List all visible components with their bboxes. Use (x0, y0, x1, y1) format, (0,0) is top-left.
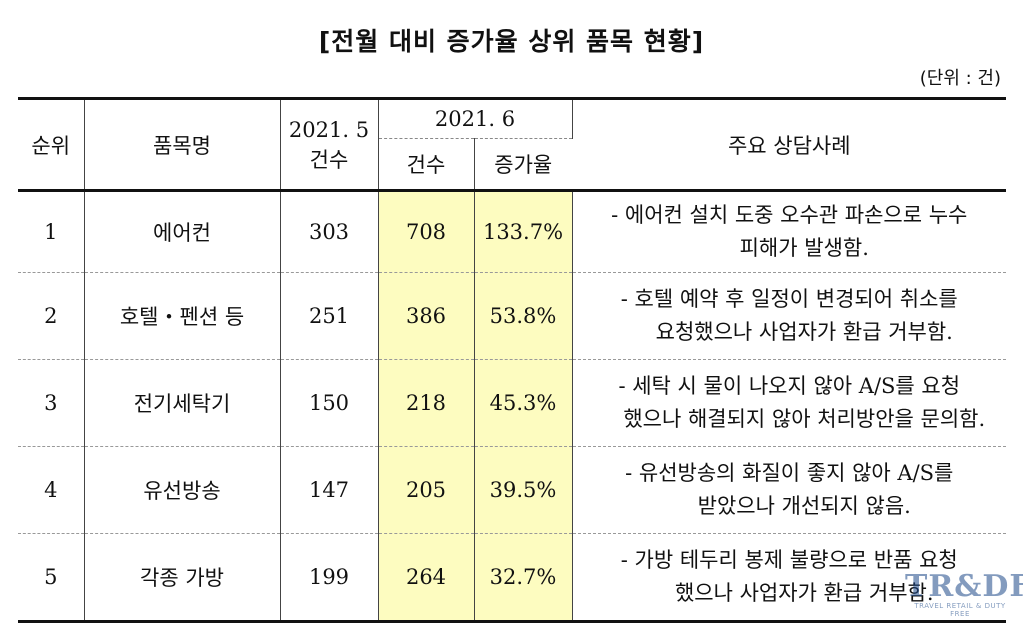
cell-may-count: 150 (280, 359, 379, 447)
table-row: 1 에어컨 303 708 133.7% - 에어컨 설치 도중 오수관 파손으… (18, 190, 1006, 273)
table-row: 2 호텔・펜션 등 251 386 53.8% - 호텔 예약 후 일정이 변경… (18, 272, 1006, 360)
watermark-logo: TR&DF TRAVEL RETAIL & DUTY FREE (905, 569, 1023, 619)
case-line-2: 했으나 해결되지 않아 처리방안을 문의함. (623, 407, 986, 431)
header-june: 2021. 6 (378, 97, 573, 139)
header-cases: 주요 상담사례 (572, 97, 1006, 192)
cell-june-count: 708 (378, 190, 475, 273)
cell-growth-rate: 133.7% (474, 190, 573, 273)
cell-case: - 유선방송의 화질이 좋지 않아 A/S를 받았으나 개선되지 않음. (572, 446, 1006, 534)
unit-label: (단위 : 건) (919, 68, 1001, 89)
case-line-1: - 세탁 시 물이 나오지 않아 A/S를 요청 (618, 374, 961, 398)
header-june-rate: 증가율 (474, 138, 572, 192)
cell-item: 전기세탁기 (84, 359, 281, 447)
cell-item: 에어컨 (84, 190, 281, 273)
cell-rank: 3 (18, 359, 85, 447)
cell-june-count: 205 (378, 446, 475, 534)
cell-case: - 가방 테두리 봉제 불량으로 반품 요청 했으나 사업자가 환급 거부함. (572, 533, 1006, 623)
cell-rank: 2 (18, 272, 85, 360)
table-row: 4 유선방송 147 205 39.5% - 유선방송의 화질이 좋지 않아 A… (18, 446, 1006, 534)
cell-case: - 세탁 시 물이 나오지 않아 A/S를 요청 했으나 해결되지 않아 처리방… (572, 359, 1006, 447)
cell-growth-rate: 32.7% (474, 533, 573, 623)
cell-item: 유선방송 (84, 446, 281, 534)
case-line-2: 받았으나 개선되지 않음. (697, 494, 911, 518)
cell-growth-rate: 45.3% (474, 359, 573, 447)
cell-rank: 4 (18, 446, 85, 534)
header-item: 품목명 (84, 97, 281, 192)
cell-may-count: 199 (280, 533, 379, 623)
case-line-1: - 에어컨 설치 도중 오수관 파손으로 누수 (611, 203, 968, 227)
case-line-1: - 가방 테두리 봉제 불량으로 반품 요청 (620, 548, 958, 572)
cell-june-count: 386 (378, 272, 475, 360)
cell-may-count: 303 (280, 190, 379, 273)
cell-item: 호텔・펜션 등 (84, 272, 281, 360)
page-title: [전월 대비 증가율 상위 품목 현황] (318, 27, 705, 56)
cell-june-count: 264 (378, 533, 475, 623)
table-row: 3 전기세탁기 150 218 45.3% - 세탁 시 물이 나오지 않아 A… (18, 359, 1006, 447)
case-line-1: - 호텔 예약 후 일정이 변경되어 취소를 (620, 287, 958, 311)
case-line-2: 했으나 사업자가 환급 거부함. (674, 581, 934, 605)
cell-growth-rate: 53.8% (474, 272, 573, 360)
cell-growth-rate: 39.5% (474, 446, 573, 534)
cell-item: 각종 가방 (84, 533, 281, 623)
header-rank: 순위 (18, 97, 85, 192)
cell-case: - 호텔 예약 후 일정이 변경되어 취소를 요청했으나 사업자가 환급 거부함… (572, 272, 1006, 360)
cell-rank: 1 (18, 190, 85, 273)
data-table: 순위 품목명 2021. 5 건수 2021. 6 주요 상담사례 건수 증가율… (18, 97, 1006, 623)
table-row: 5 각종 가방 199 264 32.7% - 가방 테두리 봉제 불량으로 반… (18, 533, 1006, 623)
cell-may-count: 147 (280, 446, 379, 534)
watermark-logo-text: TR&DF (905, 569, 1023, 604)
cell-rank: 5 (18, 533, 85, 623)
cell-june-count: 218 (378, 359, 475, 447)
cell-may-count: 251 (280, 272, 379, 360)
cell-case: - 에어컨 설치 도중 오수관 파손으로 누수 피해가 발생함. (572, 190, 1006, 273)
case-line-1: - 유선방송의 화질이 좋지 않아 A/S를 (625, 461, 954, 485)
case-line-2: 피해가 발생함. (739, 236, 869, 260)
case-line-2: 요청했으나 사업자가 환급 거부함. (655, 320, 953, 344)
header-june-count: 건수 (378, 138, 475, 192)
header-may: 2021. 5 건수 (280, 97, 379, 192)
header-may-month: 2021. 5 (288, 117, 370, 142)
watermark-subtitle: TRAVEL RETAIL & DUTY FREE (914, 602, 1006, 618)
header-may-count: 건수 (309, 147, 349, 172)
